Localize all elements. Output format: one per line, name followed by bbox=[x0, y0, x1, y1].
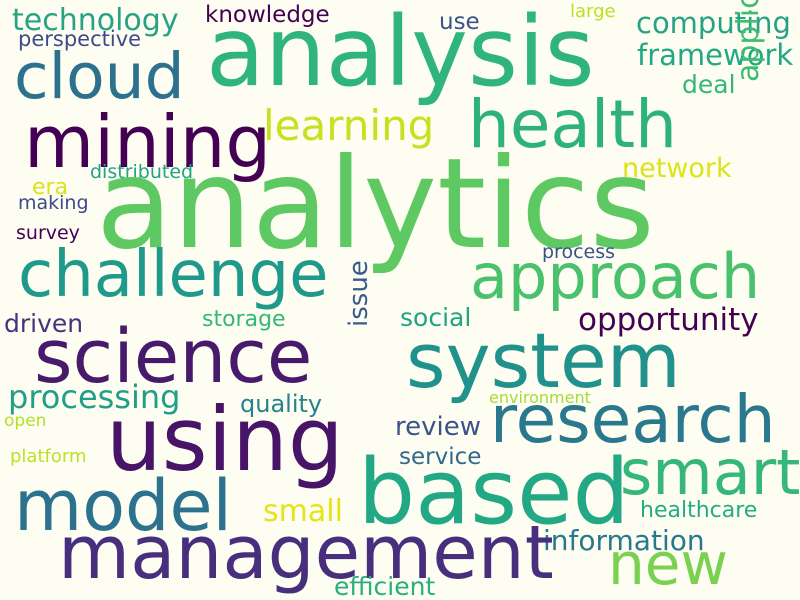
word-quality: quality bbox=[240, 390, 323, 418]
word-distributed: distributed bbox=[90, 161, 194, 183]
word-review: review bbox=[395, 412, 481, 442]
word-computing: computing bbox=[636, 6, 791, 40]
word-system: system bbox=[406, 316, 681, 405]
word-approach: approach bbox=[470, 240, 761, 313]
word-technology: technology bbox=[12, 3, 179, 38]
word-mining: mining bbox=[24, 100, 272, 184]
word-based: based bbox=[358, 440, 630, 545]
word-storage: storage bbox=[202, 307, 286, 332]
word-application: application bbox=[731, 0, 766, 82]
word-science: science bbox=[34, 314, 313, 400]
word-knowledge: knowledge bbox=[205, 2, 330, 28]
word-smart: smart bbox=[620, 436, 800, 509]
word-framework: framework bbox=[637, 38, 794, 72]
word-network: network bbox=[622, 153, 732, 184]
word-platform: platform bbox=[10, 446, 87, 467]
word-analysis: analysis bbox=[206, 0, 595, 108]
word-survey: survey bbox=[16, 222, 80, 244]
word-deal: deal bbox=[682, 70, 736, 99]
word-challenge: challenge bbox=[18, 238, 329, 312]
word-opportunity: opportunity bbox=[578, 302, 759, 338]
word-social: social bbox=[400, 303, 472, 332]
word-process: process bbox=[542, 241, 616, 263]
word-learning: learning bbox=[263, 101, 435, 150]
word-efficient: efficient bbox=[334, 572, 436, 600]
word-research: research bbox=[490, 381, 776, 458]
word-making: making bbox=[18, 192, 89, 214]
word-era: era bbox=[32, 175, 69, 200]
word-processing: processing bbox=[8, 378, 181, 416]
word-new: new bbox=[608, 530, 728, 598]
word-model: model bbox=[14, 465, 232, 547]
word-health: health bbox=[468, 86, 677, 163]
word-perspective: perspective bbox=[18, 27, 142, 51]
word-small: small bbox=[263, 494, 343, 529]
word-analytics: analytics bbox=[96, 132, 655, 277]
word-environment: environment bbox=[489, 388, 591, 407]
word-using: using bbox=[106, 388, 344, 491]
word-driven: driven bbox=[4, 309, 84, 338]
word-information: information bbox=[543, 524, 705, 557]
word-large: large bbox=[570, 1, 616, 22]
word-issue: issue bbox=[344, 260, 374, 327]
word-cloud: cloud bbox=[14, 40, 185, 113]
word-service: service bbox=[399, 444, 482, 470]
word-open: open bbox=[4, 411, 47, 431]
word-use: use bbox=[439, 9, 480, 35]
word-healthcare: healthcare bbox=[640, 498, 758, 523]
word-management: management bbox=[58, 510, 554, 596]
